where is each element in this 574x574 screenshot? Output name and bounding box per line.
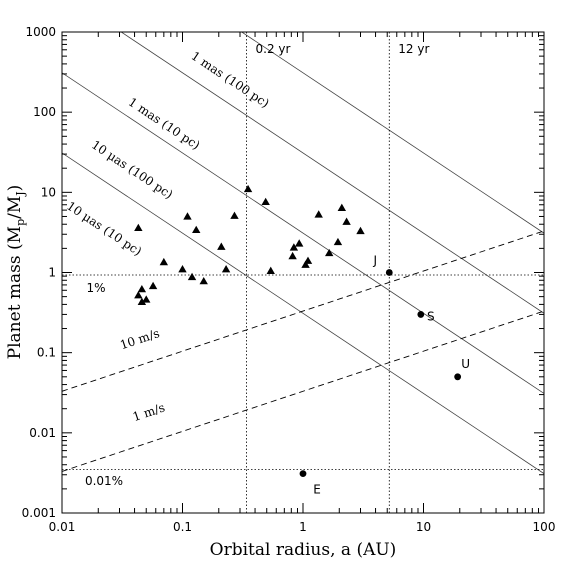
y-tick-label: 100 — [33, 105, 56, 119]
astrometric-limit-label: 1 mas (100 pc) — [189, 49, 272, 111]
rv-limit-label: 1 m/s — [131, 400, 167, 424]
solar-planet-point — [417, 311, 425, 318]
exoplanet-triangle-point — [137, 284, 147, 293]
y-axis-title: Planet mass (Mp/MJ) — [5, 185, 27, 360]
exoplanet-triangle-point — [289, 243, 299, 251]
x-tick-label: 1 — [299, 520, 307, 534]
exoplanet-triangle-point — [356, 226, 365, 235]
y-tick-label: 1000 — [25, 25, 56, 39]
exoplanet-triangle-point — [301, 260, 310, 268]
exoplanet-triangle-point — [333, 237, 343, 246]
exoplanet-triangle-point — [314, 210, 323, 218]
x-tick-label: 10 — [416, 520, 431, 534]
astrometric-limit-line — [120, 32, 544, 314]
x-tick-label: 100 — [533, 520, 556, 534]
exoplanet-triangle-point — [134, 223, 143, 232]
x-tick-label: 0.1 — [173, 520, 192, 534]
mass-level-label: 0.01% — [85, 474, 123, 488]
exoplanet-triangle-point — [178, 264, 187, 273]
exoplanet-triangle-point — [142, 295, 151, 303]
rv-limit-line — [62, 230, 544, 392]
period-label: 12 yr — [398, 42, 429, 56]
solar-planet-point — [385, 269, 393, 276]
astrometric-limit-line — [62, 72, 544, 394]
x-tick-label: 0.01 — [49, 520, 76, 534]
period-label: 0.2 yr — [256, 42, 291, 56]
exoplanet-triangle-point — [261, 197, 270, 206]
rv-limit-line — [62, 310, 544, 472]
exoplanet-triangle-point — [221, 264, 231, 273]
astrometric-limit-label: 10 μas (10 pc) — [64, 199, 144, 259]
y-tick-label: 0.001 — [22, 506, 56, 520]
exoplanet-triangle-point — [148, 281, 158, 290]
exoplanet-triangle-point — [325, 248, 334, 257]
exoplanet-triangle-point — [243, 184, 253, 193]
exoplanet-triangle-point — [295, 239, 304, 247]
exoplanet-triangle-point — [288, 251, 297, 260]
astrometric-limit-label: 1 mas (10 pc) — [126, 95, 203, 153]
solar-planet-label: S — [427, 309, 435, 323]
exoplanet-triangle-point — [192, 225, 201, 234]
y-tick-label: 1 — [48, 266, 56, 280]
exoplanet-triangle-point — [159, 257, 169, 266]
solar-planet-point — [454, 373, 462, 381]
exoplanet-triangle-point — [199, 276, 208, 285]
solar-planet-label: E — [313, 483, 321, 497]
astrometric-limit-line — [62, 152, 544, 474]
exoplanet-triangle-point — [137, 297, 147, 306]
astrometric-limit-line — [240, 32, 544, 234]
exoplanet-triangle-point — [342, 217, 351, 225]
exoplanet-triangle-point — [230, 211, 239, 219]
exoplanet-triangle-point — [183, 212, 192, 220]
solar-planet-label: U — [461, 357, 470, 371]
y-tick-label: 0.01 — [29, 426, 56, 440]
astrometric-limit-label: 10 μas (100 pc) — [89, 138, 175, 202]
y-tick-label: 0.1 — [37, 346, 56, 360]
mass-level-label: 1% — [86, 281, 105, 295]
exoplanet-triangle-point — [187, 272, 197, 281]
y-tick-label: 10 — [41, 185, 56, 199]
exoplanet-triangle-point — [266, 266, 275, 274]
solar-planet-label: J — [373, 254, 378, 268]
annotations: 1 mas (100 pc)1 mas (10 pc)10 μas (100 p… — [64, 42, 470, 497]
reference-lines — [62, 32, 544, 513]
exoplanet-triangle-point — [337, 203, 347, 212]
exoplanet-triangle-point — [217, 242, 226, 250]
x-axis-title: Orbital radius, a (AU) — [210, 540, 397, 560]
data-points — [134, 184, 462, 478]
rv-limit-label: 10 m/s — [118, 326, 161, 352]
exoplanet-triangle-point — [134, 291, 143, 299]
exoplanet-triangle-point — [303, 256, 313, 264]
solar-planet-point — [299, 470, 307, 478]
